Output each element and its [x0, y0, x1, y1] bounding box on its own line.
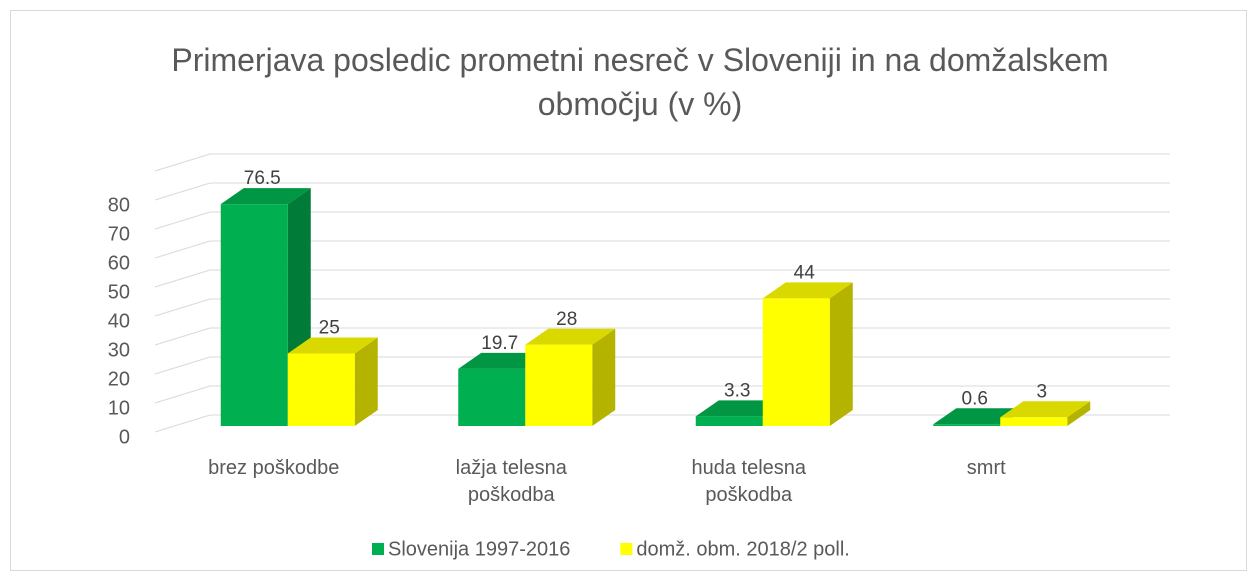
grid-line: [154, 240, 1170, 259]
chart-title: Primerjava posledic prometni nesreč v Sl…: [171, 42, 1109, 122]
bar: [762, 282, 853, 426]
bar-front: [695, 416, 763, 426]
y-tick-label: 10: [108, 397, 130, 419]
bar-front: [287, 353, 355, 426]
x-tick-label: lažja telesna poškodba: [455, 457, 567, 506]
y-tick-label: 60: [108, 252, 130, 274]
plot-frame: [154, 153, 1170, 172]
y-tick-label: 20: [108, 368, 130, 390]
grid-line: [154, 269, 1170, 288]
data-label: 28: [556, 309, 577, 330]
data-label: 19.7: [481, 333, 518, 354]
y-tick-label: 70: [108, 223, 130, 245]
grid-line: [154, 182, 1170, 201]
x-tick-label: brez poškodbe: [208, 457, 340, 479]
y-tick-label: 50: [108, 281, 130, 303]
grid-line: [154, 211, 1170, 230]
legend-label: Slovenija 1997-2016: [388, 538, 570, 560]
y-tick-label: 30: [108, 339, 130, 361]
bar-top: [762, 282, 853, 299]
bar-front: [525, 344, 593, 426]
bar-front: [458, 368, 526, 426]
bar: [287, 337, 378, 426]
data-label: 3: [1036, 381, 1047, 402]
x-tick-label: huda telesna poškodba: [691, 457, 807, 506]
bar-front: [220, 204, 288, 426]
bar-side: [592, 328, 616, 426]
bar-side: [354, 337, 378, 426]
x-tick-label: smrt: [966, 457, 1006, 479]
bar-top: [220, 188, 311, 205]
chart-border: [10, 10, 1247, 571]
bar-top: [525, 328, 616, 345]
data-label: 3.3: [724, 380, 750, 401]
y-tick-label: 80: [108, 194, 130, 216]
data-label: 25: [319, 318, 340, 339]
data-label: 44: [794, 262, 816, 283]
legend-swatch: [620, 543, 633, 555]
y-tick-label: 40: [108, 310, 130, 332]
data-label: 76.5: [244, 168, 281, 189]
legend-label: domž. obm. 2018/2 poll.: [636, 538, 849, 560]
bar: [525, 328, 616, 426]
bar-front: [1000, 417, 1068, 426]
bar-front: [762, 298, 830, 426]
legend-swatch: [372, 543, 384, 555]
bar-top: [287, 337, 378, 354]
bar-top: [1000, 401, 1091, 418]
y-tick-label: 0: [119, 426, 130, 448]
data-label: 0.6: [962, 388, 988, 409]
bar: [1000, 401, 1091, 426]
bar-front: [933, 424, 1001, 426]
grid-line: [154, 414, 1170, 433]
bar-side: [1067, 401, 1091, 426]
bar-side: [829, 282, 853, 426]
